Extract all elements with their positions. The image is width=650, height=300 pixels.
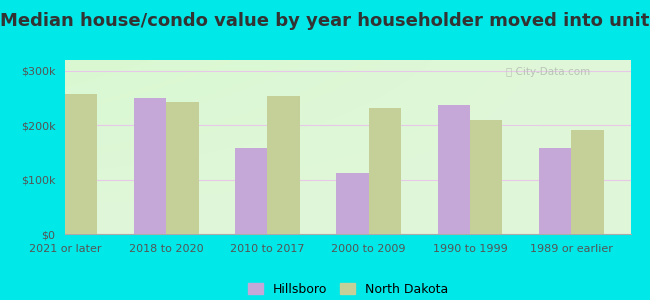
Bar — [166, 102, 199, 234]
Bar — [65, 94, 98, 234]
Bar — [336, 172, 369, 234]
Bar — [369, 108, 401, 234]
Bar — [571, 130, 604, 234]
Text: Median house/condo value by year householder moved into unit: Median house/condo value by year househo… — [0, 12, 650, 30]
Bar — [235, 148, 267, 234]
Bar — [134, 98, 166, 234]
Bar — [267, 96, 300, 234]
Bar — [437, 105, 470, 234]
Text: ⓘ City-Data.com: ⓘ City-Data.com — [506, 67, 590, 77]
Bar — [470, 120, 502, 234]
Bar — [539, 148, 571, 234]
Legend: Hillsboro, North Dakota: Hillsboro, North Dakota — [242, 278, 453, 300]
